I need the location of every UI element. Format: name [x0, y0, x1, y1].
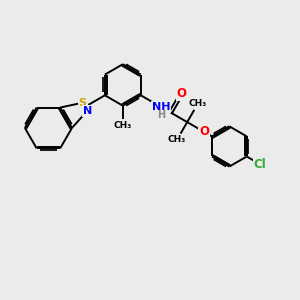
Text: NH: NH	[152, 102, 170, 112]
Text: N: N	[83, 106, 92, 116]
Text: H: H	[157, 110, 165, 120]
Text: CH₃: CH₃	[168, 136, 186, 145]
Text: O: O	[177, 87, 187, 100]
Text: Cl: Cl	[254, 158, 266, 171]
Text: S: S	[79, 98, 87, 108]
Text: CH₃: CH₃	[114, 121, 132, 130]
Text: O: O	[199, 125, 209, 139]
Text: CH₃: CH₃	[189, 99, 207, 108]
